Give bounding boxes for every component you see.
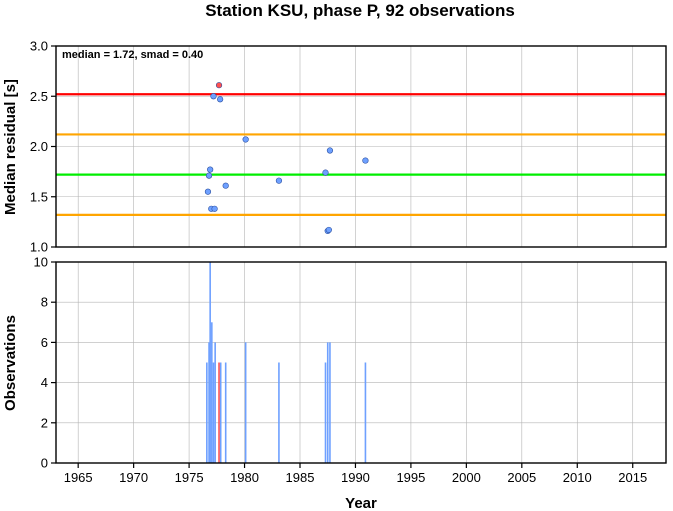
- residual-panel: 1.0 1.5 2.0 2.5 3.0 median = 1.72, smad = 0.…: [2, 39, 667, 255]
- residual-point: [217, 96, 224, 103]
- observations-y-tick-label: 2: [41, 415, 48, 430]
- year-x-tick-label: 1965: [64, 470, 93, 485]
- observation-bar: [278, 362, 280, 463]
- observation-bars: [206, 262, 367, 463]
- year-x-tick-label: 1985: [286, 470, 315, 485]
- year-x-tick-label: 2005: [507, 470, 536, 485]
- residual-point: [205, 172, 213, 179]
- observations-grid: [56, 261, 666, 464]
- observation-bar: [326, 342, 329, 463]
- residual-point: [326, 147, 334, 154]
- observations-panel: 0 2 4 6 8 10 1965 1970 1975 1980 1985 1990 1995 2000…: [2, 255, 667, 511]
- observations-y-axis-label: Observations: [2, 315, 19, 411]
- observations-y-ticks: 0 2 4 6 8 10: [34, 255, 56, 471]
- observation-bar: [214, 342, 216, 463]
- observation-bar: [364, 362, 367, 463]
- year-x-tick-label: 2000: [452, 470, 481, 485]
- residual-point: [325, 226, 332, 234]
- observations-y-tick-label: 0: [41, 456, 48, 471]
- residual-points: [204, 82, 369, 235]
- year-x-axis-label: Year: [345, 495, 377, 511]
- year-x-ticks: 1965 1970 1975 1980 1985 1990 1995 2000 2005 2010…: [64, 463, 647, 485]
- residual-y-ticks: 1.0 1.5 2.0 2.5 3.0: [30, 39, 56, 255]
- observation-bar: [208, 342, 210, 463]
- median-annotation: median = 1.72, smad = 0.40: [62, 49, 203, 61]
- observation-bar: [324, 362, 327, 463]
- year-x-tick-label: 1980: [230, 470, 259, 485]
- chart-title: Station KSU, phase P, 92 observations: [205, 1, 515, 20]
- residual-point: [222, 182, 229, 189]
- residual-point: [362, 157, 369, 164]
- year-x-tick-label: 2010: [563, 470, 592, 485]
- residual-point: [207, 166, 214, 173]
- observation-bar: [211, 322, 213, 463]
- observation-bar: [224, 362, 227, 463]
- residual-grid: [56, 45, 666, 248]
- observations-panel-frame: [55, 261, 667, 464]
- residual-y-tick-label: 1.5: [30, 189, 48, 204]
- year-x-tick-label: 1995: [396, 470, 425, 485]
- residual-point: [322, 169, 329, 176]
- observations-y-tick-label: 6: [41, 335, 48, 350]
- observations-y-tick-label: 10: [34, 255, 48, 270]
- observations-y-tick-label: 4: [41, 375, 48, 390]
- observation-bar: [244, 342, 247, 463]
- residual-point: [210, 93, 217, 100]
- observation-bar: [212, 362, 215, 463]
- residual-point: [275, 177, 283, 184]
- residual-y-tick-label: 3.0: [30, 39, 48, 54]
- observations-y-tick-label: 8: [41, 295, 48, 310]
- residual-y-tick-label: 1.0: [30, 240, 48, 255]
- observation-bar: [329, 342, 331, 463]
- reference-lines: [56, 93, 666, 216]
- observation-bar: [209, 262, 211, 463]
- year-x-tick-label: 1970: [119, 470, 148, 485]
- residual-y-axis-label: Median residual [s]: [2, 79, 19, 215]
- residual-point: [211, 205, 218, 212]
- year-x-tick-label: 2015: [618, 470, 647, 485]
- residual-point: [204, 188, 212, 195]
- observation-bar: [219, 362, 222, 463]
- year-x-tick-label: 1990: [341, 470, 370, 485]
- residual-y-tick-label: 2.5: [30, 89, 48, 104]
- year-x-tick-label: 1975: [175, 470, 204, 485]
- residual-point: [242, 136, 249, 143]
- residual-point: [215, 82, 223, 89]
- observation-bar: [218, 362, 220, 463]
- residual-y-tick-label: 2.0: [30, 139, 48, 154]
- observation-bar: [206, 362, 208, 463]
